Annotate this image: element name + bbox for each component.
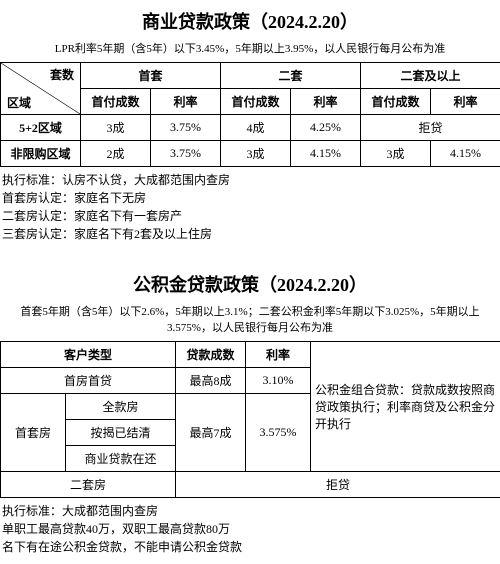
note-line: 首套房认定：家庭名下无房 (2, 189, 498, 207)
note-line: 执行标准：认房不认贷，大成都范围内查房 (2, 171, 498, 189)
commercial-title: 商业贷款政策（2024.2.20） (0, 0, 500, 38)
group-header-first: 首套 (81, 63, 221, 89)
sub-header: 首付成数 (81, 89, 151, 115)
sub-header: 首付成数 (361, 89, 431, 115)
diag-top-label: 套数 (50, 66, 74, 83)
table-row: 非限购区域 2成 3.75% 3成 4.15% 3成 4.15% (1, 141, 500, 167)
table-row: 二套房 拒贷 (1, 472, 500, 498)
fund-type-cell: 二套房 (1, 472, 176, 498)
note-line: 三套房认定：家庭名下有2套及以上住房 (2, 225, 498, 243)
fund-type-cell: 首房首贷 (1, 368, 176, 394)
commercial-subtitle: LPR利率5年期（含5年）以下3.45%，5年期以上3.95%，以人民银行每月公… (0, 38, 500, 62)
data-cell: 4.15% (431, 141, 500, 167)
note-line: 名下有在途公积金贷款，不能申请公积金贷款 (2, 538, 498, 556)
fund-ratio-cell: 最高8成 (176, 368, 246, 394)
data-cell: 4.15% (291, 141, 361, 167)
fund-result-cell: 拒贷 (176, 472, 500, 498)
note-line: 二套房认定：家庭名下有一套房产 (2, 207, 498, 225)
note-line: 执行标准：大成都范围内查房 (2, 502, 498, 520)
fund-rate-cell: 3.575% (246, 394, 311, 472)
fund-loan-section: 公积金贷款政策（2024.2.20） 首套5年期（含5年）以下2.6%，5年期以… (0, 263, 500, 564)
diag-bottom-label: 区域 (7, 94, 31, 111)
note-line: 单职工最高贷款40万，双职工最高贷款80万 (2, 520, 498, 538)
group-header-second: 二套 (221, 63, 361, 89)
sub-header: 首付成数 (221, 89, 291, 115)
fund-subtype-cell: 全款房 (66, 394, 176, 420)
fund-side-note: 公积金组合贷款：贷款成数按照商贷政策执行；利率商贷及公积金分开执行 (311, 342, 500, 472)
sub-header: 利率 (431, 89, 500, 115)
fund-subtitle: 首套5年期（含5年）以下2.6%，5年期以上3.1%；二套公积金利率5年期以下3… (0, 301, 500, 341)
data-cell: 4.25% (291, 115, 361, 141)
data-cell: 拒贷 (361, 115, 500, 141)
region-cell: 非限购区域 (1, 141, 81, 167)
fund-group-label: 首套房 (1, 394, 66, 472)
fund-header-ratio: 贷款成数 (176, 342, 246, 368)
fund-rate-cell: 3.10% (246, 368, 311, 394)
fund-ratio-cell: 最高7成 (176, 394, 246, 472)
commercial-diag-header: 套数 区域 (1, 63, 81, 115)
sub-header: 利率 (291, 89, 361, 115)
region-cell: 5+2区域 (1, 115, 81, 141)
table-row: 5+2区域 3成 3.75% 4成 4.25% 拒贷 (1, 115, 500, 141)
group-header-third: 二套及以上 (361, 63, 500, 89)
fund-title: 公积金贷款政策（2024.2.20） (0, 263, 500, 301)
fund-table: 客户类型 贷款成数 利率 公积金组合贷款：贷款成数按照商贷政策执行；利率商贷及公… (0, 341, 500, 498)
fund-header-type: 客户类型 (1, 342, 176, 368)
commercial-table: 套数 区域 首套 二套 二套及以上 首付成数 利率 首付成数 利率 首付成数 利… (0, 62, 500, 167)
data-cell: 3成 (81, 115, 151, 141)
data-cell: 3成 (361, 141, 431, 167)
commercial-loan-section: 商业贷款政策（2024.2.20） LPR利率5年期（含5年）以下3.45%，5… (0, 0, 500, 251)
fund-subtype-cell: 按揭已结清 (66, 420, 176, 446)
sub-header: 利率 (151, 89, 221, 115)
data-cell: 2成 (81, 141, 151, 167)
section-spacer (0, 251, 500, 263)
data-cell: 4成 (221, 115, 291, 141)
data-cell: 3.75% (151, 115, 221, 141)
data-cell: 3成 (221, 141, 291, 167)
data-cell: 3.75% (151, 141, 221, 167)
fund-header-rate: 利率 (246, 342, 311, 368)
commercial-notes: 执行标准：认房不认贷，大成都范围内查房 首套房认定：家庭名下无房 二套房认定：家… (0, 167, 500, 251)
fund-subtype-cell: 商业贷款在还 (66, 446, 176, 472)
fund-notes: 执行标准：大成都范围内查房 单职工最高贷款40万，双职工最高贷款80万 名下有在… (0, 498, 500, 564)
